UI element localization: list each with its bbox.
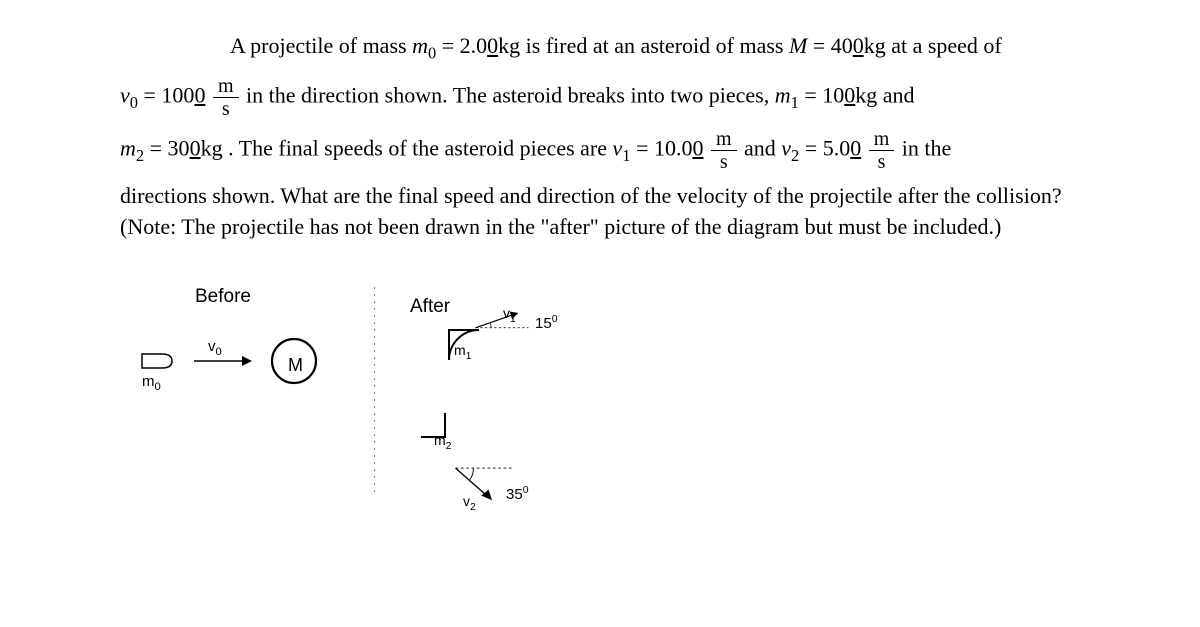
sub: 2 [791, 146, 799, 165]
m2-label: m2 [434, 429, 452, 455]
eq: = 10 [804, 82, 844, 107]
problem-line-4: directions shown. What are the final spe… [120, 181, 1080, 243]
text: at a speed of [891, 33, 1002, 58]
v0-arrow-icon [192, 352, 252, 370]
angle-35-label: 350 [506, 482, 529, 507]
unit: kg [855, 82, 877, 107]
unit: kg [864, 33, 886, 58]
eq: = 2.0 [442, 33, 487, 58]
underline: 0 [844, 82, 855, 107]
var-v0: v [120, 82, 130, 107]
var-v1: v [613, 135, 623, 160]
text: is fired at an asteroid of mass [526, 33, 789, 58]
divider-line [374, 287, 375, 497]
v0-label: v0 [208, 335, 222, 361]
projectile-icon [140, 352, 174, 370]
var-m0: m [412, 33, 428, 58]
sub: 0 [428, 43, 436, 62]
sub: 1 [622, 146, 630, 165]
text: . The final speeds of the asteroid piece… [228, 135, 612, 160]
unit: kg [498, 33, 520, 58]
text: A projectile of mass [230, 33, 412, 58]
underline: 0 [850, 135, 861, 160]
v2-label: v2 [463, 490, 476, 516]
unit: kg [201, 135, 223, 160]
sub: 1 [791, 93, 799, 112]
fraction-ms: ms [869, 128, 895, 173]
var-v2: v [781, 135, 791, 160]
var-m2: m [120, 135, 136, 160]
m0-label: m0 [142, 370, 161, 396]
var-M: M [789, 33, 807, 58]
text: and [883, 82, 915, 107]
problem-line-2: v0 = 1000 ms in the direction shown. The… [120, 75, 1080, 120]
eq: = 30 [150, 135, 190, 160]
underline: 0 [194, 82, 205, 107]
underline: 0 [853, 33, 864, 58]
eq: = 100 [144, 82, 195, 107]
diagram: Before After m0 v0 M m1 v1 150 [120, 282, 1080, 542]
problem-line-3: m2 = 300kg . The final speeds of the ast… [120, 128, 1080, 173]
text: and [744, 135, 781, 160]
sub: 0 [130, 93, 138, 112]
eq: = 40 [813, 33, 853, 58]
var-m1: m [775, 82, 791, 107]
underline: 0 [190, 135, 201, 160]
angle-15-label: 150 [535, 311, 558, 336]
text: directions shown. What are the final spe… [120, 183, 1062, 239]
underline: 0 [487, 33, 498, 58]
text: in the direction shown. The asteroid bre… [246, 82, 775, 107]
problem-line-1: A projectile of mass m0 = 2.00kg is fire… [120, 28, 1080, 67]
eq: = 5.0 [805, 135, 850, 160]
problem-text: A projectile of mass m0 = 2.00kg is fire… [120, 28, 1080, 242]
before-label: Before [195, 282, 251, 312]
eq: = 10.0 [636, 135, 692, 160]
underline: 0 [692, 135, 703, 160]
fraction-ms: ms [213, 75, 239, 120]
v1-label: v1 [503, 302, 516, 328]
M-label: M [288, 351, 303, 380]
text: in the [902, 135, 952, 160]
fraction-ms: ms [711, 128, 737, 173]
after-label: After [410, 292, 450, 322]
m1-label: m1 [454, 339, 472, 365]
sub: 2 [136, 146, 144, 165]
